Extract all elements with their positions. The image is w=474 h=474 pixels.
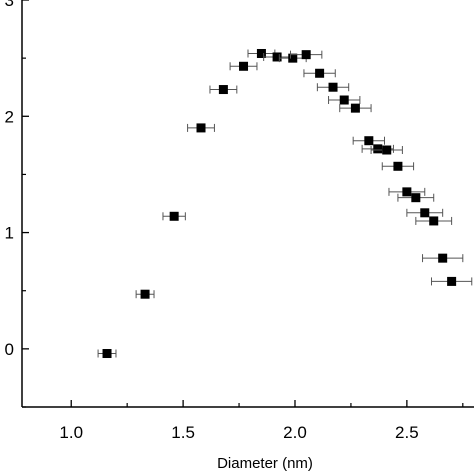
x-tick-label: 1.0	[59, 423, 83, 442]
data-point	[438, 253, 448, 263]
data-point	[328, 82, 338, 92]
data-point	[411, 193, 421, 203]
data-point	[288, 53, 298, 63]
data-point	[301, 50, 311, 60]
plot-area: 1.0 1.5 2.0 2.5 0 1 2 3	[5, 0, 474, 442]
x-tick-label: 2.5	[395, 423, 419, 442]
data-point	[429, 216, 439, 226]
x-axis-label: Diameter (nm)	[217, 455, 313, 472]
data-point	[364, 136, 374, 146]
data-point	[169, 211, 179, 221]
y-tick-label: 1	[5, 224, 14, 243]
data-point	[447, 276, 457, 286]
y-tick-label: 0	[5, 340, 14, 359]
data-point	[272, 52, 282, 62]
data-point	[102, 349, 112, 359]
data-point	[218, 85, 228, 95]
data-point	[393, 161, 403, 171]
y-tick-label: 3	[5, 0, 14, 10]
x-tick-label: 2.0	[283, 423, 307, 442]
x-tick-label: 1.5	[171, 423, 195, 442]
data-point	[140, 289, 150, 299]
data-point	[420, 208, 430, 218]
data-point	[373, 144, 383, 154]
data-point	[315, 68, 325, 78]
data-point	[196, 123, 206, 133]
y-tick-label: 2	[5, 107, 14, 126]
data-point	[239, 61, 249, 71]
data-point	[382, 145, 392, 155]
data-point	[339, 95, 349, 105]
data-point	[256, 48, 266, 58]
data-point	[350, 103, 360, 113]
data-point	[402, 187, 412, 197]
